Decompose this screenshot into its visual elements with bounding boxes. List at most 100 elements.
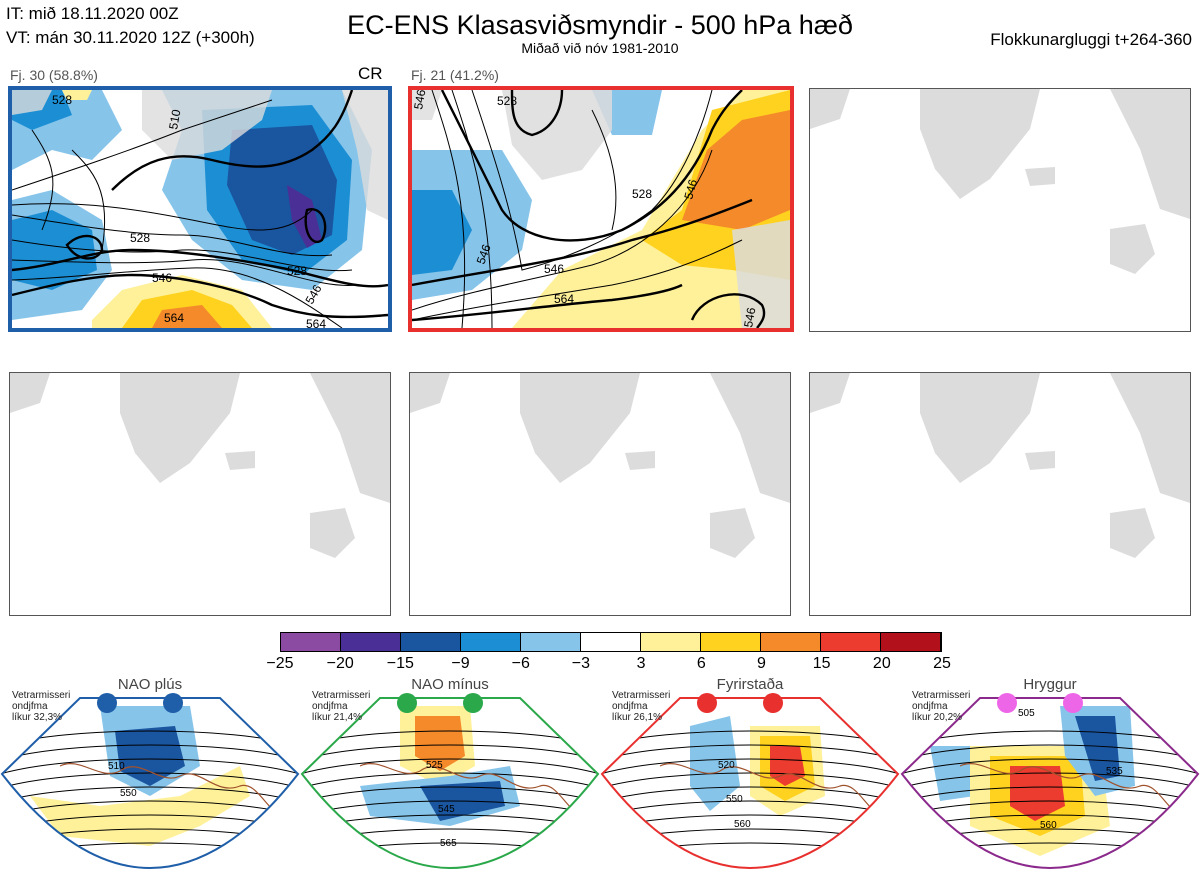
regime-map: 505 535 560 xyxy=(900,697,1200,870)
regime-dot-icon xyxy=(163,693,183,713)
anomaly-shade xyxy=(930,746,975,801)
height-contour xyxy=(902,758,1198,775)
regime-note: Vetrarmisseri ondjfma líkur 26,1% xyxy=(612,690,671,723)
colorbar-segment xyxy=(701,633,761,651)
coastline xyxy=(959,763,1181,817)
colorbar-tick-label: −6 xyxy=(511,655,530,672)
height-contour xyxy=(602,800,898,817)
contour-label: 528 xyxy=(52,93,72,107)
colorbar-segment xyxy=(641,633,701,651)
colorbar-segment xyxy=(461,633,521,651)
height-contour xyxy=(902,744,1198,761)
anomaly-shade xyxy=(415,716,465,771)
colorbar-tick-label: 6 xyxy=(696,655,706,672)
regime-dot-icon xyxy=(763,693,783,713)
cluster-panel-1[interactable]: 528 510 528 546 528 546 564 564 xyxy=(8,86,392,332)
regime-dot-icon xyxy=(697,693,717,713)
valid-time: VT: mán 30.11.2020 12Z (+300h) xyxy=(6,28,255,47)
regime-note: Vetrarmisseri ondjfma líkur 21,4% xyxy=(312,690,371,723)
cluster-panel-5[interactable] xyxy=(409,372,791,616)
regime-contour-label: 565 xyxy=(440,838,457,849)
regime-dot-icon xyxy=(997,693,1017,713)
init-time: IT: mið 18.11.2020 00Z xyxy=(6,4,179,23)
regime-contour-label: 560 xyxy=(734,819,751,830)
anomaly-shade xyxy=(1010,766,1065,821)
height-contour xyxy=(602,758,898,775)
regime-title: Fyrirstaða xyxy=(716,676,784,693)
regime-note: Vetrarmisseri ondjfma líkur 32,3% xyxy=(12,690,71,723)
regime-contour-label: 525 xyxy=(426,760,443,771)
empty-map xyxy=(10,373,390,558)
regime-map: 525 545 565 xyxy=(300,697,600,870)
height-contour xyxy=(602,772,898,789)
regime-contour-label: 550 xyxy=(726,794,743,805)
regime-contour-label: 520 xyxy=(718,760,735,771)
height-contour xyxy=(302,786,598,803)
regime-map: 510 550 xyxy=(0,697,300,870)
colorbar-tick-label: −9 xyxy=(451,655,470,672)
regime-title: NAO mínus xyxy=(411,676,489,693)
contour-label: 528 xyxy=(287,264,307,278)
empty-map xyxy=(410,373,790,558)
height-contour xyxy=(902,772,1198,789)
regime-contour-label: 560 xyxy=(1040,820,1057,831)
regime-note: Vetrarmisseri ondjfma líkur 20,2% xyxy=(912,690,971,723)
colorbar-tick-label: −3 xyxy=(571,655,591,672)
colorbar-segment xyxy=(281,633,341,651)
colorbar-segment xyxy=(761,633,821,651)
height-contour xyxy=(2,744,298,761)
colorbar-tick-label: 20 xyxy=(872,655,891,672)
colorbar-segment xyxy=(581,633,641,651)
anomaly-shade xyxy=(115,726,185,786)
contour-label: 564 xyxy=(306,317,326,328)
contour-label: 528 xyxy=(632,187,652,201)
anomaly-shade xyxy=(1075,716,1120,781)
colorbar xyxy=(280,632,942,652)
regime-dot-icon xyxy=(97,693,117,713)
contour-label: 546 xyxy=(474,242,494,266)
contour-label: 546 xyxy=(152,271,172,285)
regime-contour-label: 535 xyxy=(1106,766,1123,777)
height-contour xyxy=(302,744,598,761)
colorbar-segment xyxy=(341,633,401,651)
cluster-panel-4[interactable] xyxy=(9,372,391,616)
sector-outline xyxy=(600,697,900,870)
sector-outline xyxy=(900,697,1200,870)
panel-1-tag: CR xyxy=(358,64,383,83)
regime-title: Hryggur xyxy=(1023,676,1077,693)
colorbar-tick-label: 9 xyxy=(757,655,766,672)
regime-title: NAO plús xyxy=(117,676,183,693)
height-contour xyxy=(2,786,298,803)
sector-outline xyxy=(0,697,300,870)
regime-contour-label: 545 xyxy=(438,804,455,815)
colorbar-tick-label: 25 xyxy=(933,655,951,672)
coastline xyxy=(59,763,281,817)
cluster-panel-3[interactable] xyxy=(809,88,1191,332)
height-contour xyxy=(302,758,598,775)
anomaly-shade xyxy=(30,766,250,846)
coastline xyxy=(359,763,581,817)
colorbar-tick-label: 3 xyxy=(636,655,646,672)
cluster-panel-6[interactable] xyxy=(809,372,1191,616)
contour-label: 546 xyxy=(681,177,700,200)
colorbar-segment xyxy=(881,633,941,651)
height-contour xyxy=(602,786,898,803)
colorbar-segment xyxy=(521,633,581,651)
regime-contour-label: 510 xyxy=(108,761,125,772)
page-title: EC-ENS Klasasviðsmyndir - 500 hPa hæð xyxy=(347,10,853,40)
contour-label: 564 xyxy=(164,311,184,325)
regime-dot-icon xyxy=(1063,693,1083,713)
contour-label: 546 xyxy=(741,306,758,328)
contour-label: 510 xyxy=(166,108,183,130)
contour-label: 564 xyxy=(554,292,574,306)
cluster-map-2: 546 528 546 564 546 546 528 546 xyxy=(412,90,790,328)
contour-label: 528 xyxy=(130,231,150,245)
colorbar-segment xyxy=(821,633,881,651)
cluster-panel-2[interactable]: 546 528 546 564 546 546 528 546 xyxy=(408,86,794,332)
height-contour xyxy=(602,842,898,859)
page-subtitle: Miðað við nóv 1981-2010 xyxy=(521,40,679,56)
coastline xyxy=(659,763,881,817)
sector-outline xyxy=(300,697,600,870)
height-contour xyxy=(902,786,1198,803)
height-contour xyxy=(602,828,898,845)
